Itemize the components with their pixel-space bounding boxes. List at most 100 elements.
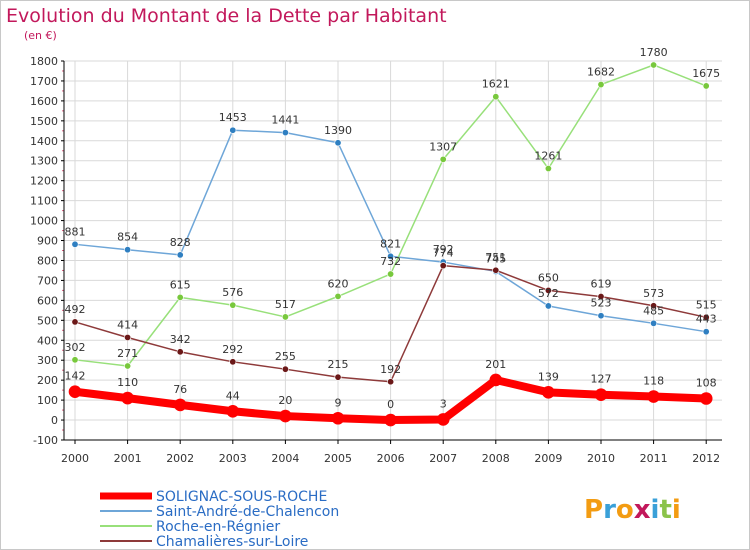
chart-subtitle: (en €) [24, 29, 57, 42]
x-tick-label: 2005 [324, 452, 352, 465]
y-tick-label: 1400 [30, 135, 58, 148]
data-point [68, 385, 82, 399]
data-point [702, 82, 710, 90]
data-point [124, 362, 132, 370]
y-tick-label: 0 [51, 414, 58, 427]
legend-item: SOLIGNAC-SOUS-ROCHE [100, 489, 327, 505]
data-label: 619 [591, 278, 612, 291]
data-point [542, 386, 555, 399]
data-point [229, 301, 237, 309]
data-point [544, 165, 552, 173]
legend-item: Roche-en-Régnier [100, 519, 280, 535]
data-point [124, 246, 132, 254]
series-solignac-sous-roche [68, 373, 713, 427]
data-label: 139 [538, 370, 559, 383]
x-tick-label: 2009 [534, 452, 562, 465]
data-label: 127 [591, 373, 612, 386]
chart-title: Evolution du Montant de la Dette par Hab… [6, 5, 447, 27]
data-label: 572 [538, 287, 559, 300]
data-point [387, 252, 395, 260]
data-point [281, 313, 289, 321]
legend-label: Roche-en-Régnier [156, 519, 280, 535]
data-label: 292 [222, 343, 243, 356]
data-label: 615 [170, 278, 191, 291]
data-label: 201 [485, 358, 506, 371]
legend-label: SOLIGNAC-SOUS-ROCHE [156, 489, 327, 505]
data-point [279, 409, 292, 423]
data-label: 142 [65, 370, 86, 383]
x-tick-label: 2006 [377, 452, 405, 465]
y-tick-label: 400 [37, 334, 58, 347]
y-tick-label: 1500 [30, 115, 58, 128]
data-point [650, 61, 658, 69]
data-point [387, 270, 395, 278]
data-point [597, 312, 605, 320]
data-label: 118 [643, 375, 664, 388]
data-point [594, 388, 608, 402]
y-tick-label: 200 [37, 374, 58, 387]
data-label: 20 [278, 394, 292, 407]
data-label: 828 [170, 236, 191, 249]
x-tick-label: 2011 [640, 452, 668, 465]
proxiti-logo: Proxiti [584, 495, 681, 525]
data-label: 751 [485, 251, 506, 264]
data-label: 1675 [692, 67, 720, 80]
data-label: 650 [538, 271, 559, 284]
data-label: 192 [380, 363, 401, 376]
data-label: 0 [387, 398, 394, 411]
data-label: 3 [440, 397, 447, 410]
data-label: 1441 [271, 114, 299, 127]
data-point [702, 313, 710, 321]
y-tick-label: 600 [37, 294, 58, 307]
data-label: 573 [643, 287, 664, 300]
data-label: 9 [335, 396, 342, 409]
data-point [544, 286, 552, 294]
data-point [647, 390, 660, 403]
data-label: 1682 [587, 66, 615, 79]
y-tick-label: 1100 [30, 195, 58, 208]
data-label: 302 [65, 341, 86, 354]
y-tick-label: 1700 [30, 75, 58, 88]
data-point [492, 266, 500, 274]
data-label: 44 [226, 389, 240, 402]
legend-label: Saint-André-de-Chalencon [156, 504, 339, 520]
data-label: 1621 [482, 78, 510, 91]
legend: SOLIGNAC-SOUS-ROCHESaint-André-de-Chalen… [100, 489, 339, 550]
x-tick-label: 2004 [271, 452, 299, 465]
data-point [334, 292, 342, 300]
data-point [176, 293, 184, 301]
data-label: 342 [170, 333, 191, 346]
data-point [439, 262, 447, 270]
y-tick-label: 300 [37, 354, 58, 367]
data-label: 854 [117, 231, 138, 244]
y-tick-label: 500 [37, 314, 58, 327]
data-point [229, 126, 237, 134]
data-point [489, 373, 503, 387]
x-tick-label: 2000 [61, 452, 89, 465]
data-point [384, 413, 397, 427]
y-tick-label: 1600 [30, 95, 58, 108]
data-point [176, 348, 184, 356]
y-tick-label: 1000 [30, 215, 58, 228]
data-point [387, 378, 395, 386]
data-label: 745 [485, 252, 506, 265]
x-tick-label: 2007 [429, 452, 457, 465]
logo-text: Proxiti [584, 495, 681, 525]
data-label: 108 [696, 377, 717, 390]
data-label: 215 [328, 358, 349, 371]
data-point [436, 413, 450, 426]
data-point [650, 319, 658, 327]
y-tick-label: 700 [37, 274, 58, 287]
x-tick-label: 2012 [692, 452, 720, 465]
y-tick-label: 1800 [30, 55, 58, 68]
x-tick-label: 2003 [219, 452, 247, 465]
data-point [699, 392, 713, 405]
data-point [229, 358, 237, 366]
y-tick-label: 800 [37, 254, 58, 267]
data-label: 792 [433, 243, 454, 256]
x-tick-label: 2001 [114, 452, 142, 465]
y-tick-label: 1300 [30, 155, 58, 168]
data-point [331, 411, 345, 425]
